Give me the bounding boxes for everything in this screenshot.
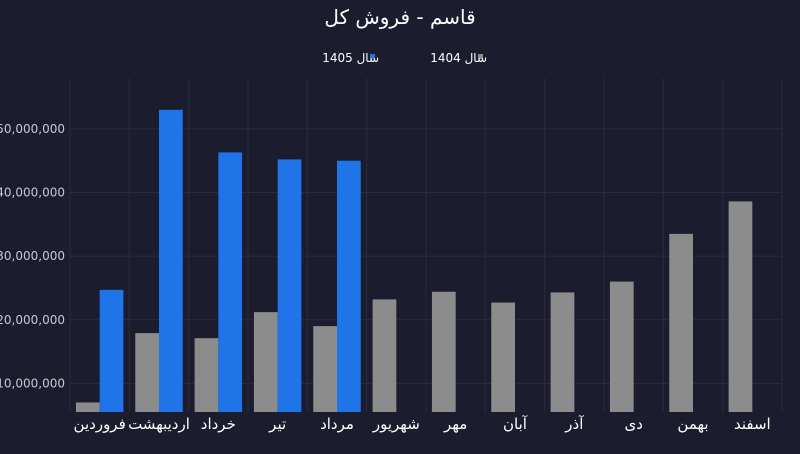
bar <box>218 152 243 413</box>
bar <box>337 160 361 412</box>
x-tick-label: فروردین <box>74 415 126 433</box>
legend: سال 1404 سال 1405 <box>322 51 487 65</box>
bar <box>313 326 337 412</box>
bar <box>609 281 634 412</box>
bar <box>277 159 302 412</box>
x-tick-label: بهمن <box>677 415 708 433</box>
legend-swatch <box>478 54 483 59</box>
legend-label: سال 1405 <box>322 51 379 65</box>
x-tick-label: آذر <box>564 415 584 433</box>
bar <box>550 292 575 412</box>
bar <box>669 233 693 412</box>
bar <box>75 402 100 412</box>
y-tick-label: 30,000,000 <box>0 249 65 263</box>
chart-title: قاسم - فروش کل <box>324 5 475 29</box>
x-tick-label: تیر <box>268 415 286 433</box>
x-tick-label: اردیبهشت <box>128 415 190 433</box>
x-tick-label: مهر <box>443 415 467 433</box>
y-tick-label: 20,000,000 <box>0 313 65 327</box>
legend-label: سال 1404 <box>430 51 487 65</box>
x-tick-label: دی <box>624 415 642 433</box>
axes: 10,000,000 20,000,000 30,000,000 40,000,000… <box>0 122 771 433</box>
bar <box>99 289 124 412</box>
x-tick-label: آبان <box>503 415 528 433</box>
legend-swatch <box>370 54 375 59</box>
x-tick-label: خرداد <box>201 415 236 433</box>
y-tick-label: 40,000,000 <box>0 186 65 200</box>
y-tick-label: 50,000,000 <box>0 122 65 136</box>
bar <box>728 201 753 412</box>
bar <box>253 312 278 412</box>
y-tick-label: 10,000,000 <box>0 376 65 390</box>
bar <box>372 299 397 412</box>
bar <box>159 109 183 413</box>
bar <box>431 291 456 412</box>
bars <box>75 109 753 413</box>
x-tick-label: شهریور <box>372 415 420 433</box>
bar <box>194 338 219 412</box>
x-tick-label: مرداد <box>320 415 354 433</box>
bar <box>491 302 515 412</box>
bar <box>135 333 159 412</box>
x-tick-label: اسفند <box>734 415 771 433</box>
grid-lines <box>69 78 783 412</box>
